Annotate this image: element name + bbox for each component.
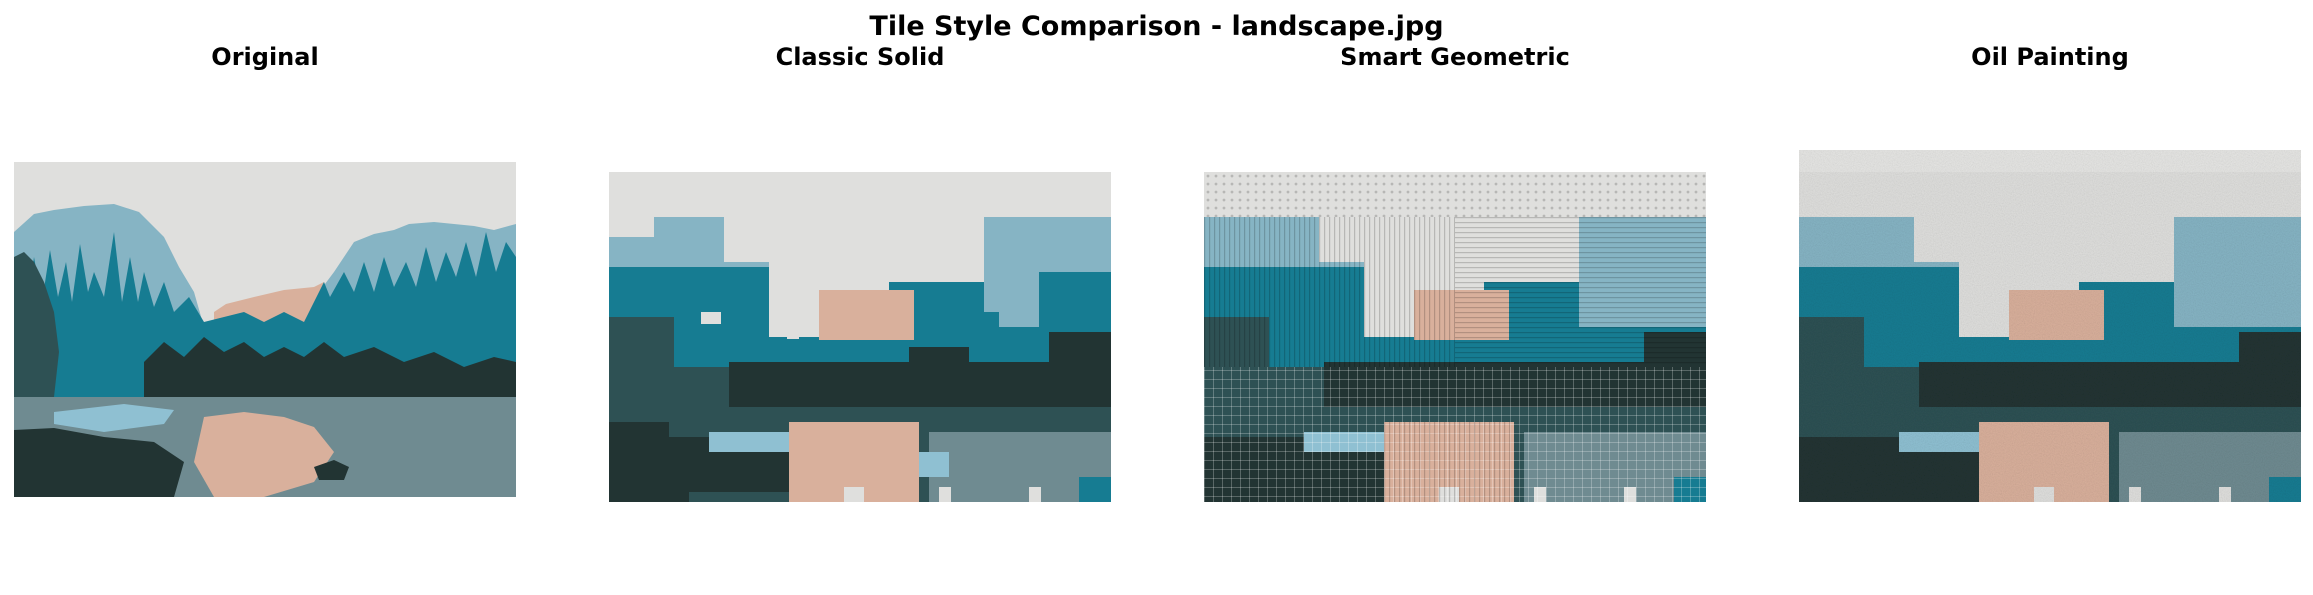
river-highlight (54, 404, 174, 432)
panel-title-original: Original (211, 43, 319, 71)
rock (314, 460, 349, 480)
midground-trees (144, 337, 516, 407)
oil-painting-tile-image (1799, 150, 2301, 502)
dark-forest (14, 252, 59, 397)
foreground-bank (14, 428, 184, 497)
original-landscape-image (14, 162, 516, 497)
river-reflection (194, 412, 334, 497)
smart-geometric-tile-image (1204, 172, 1706, 502)
panel-title-smart-geometric: Smart Geometric (1340, 43, 1570, 71)
figure-title: Tile Style Comparison - landscape.jpg (869, 11, 1444, 42)
panel-title-classic-solid: Classic Solid (775, 43, 945, 71)
classic-solid-tile-image (609, 172, 1111, 502)
panel-title-oil-painting: Oil Painting (1971, 43, 2129, 71)
